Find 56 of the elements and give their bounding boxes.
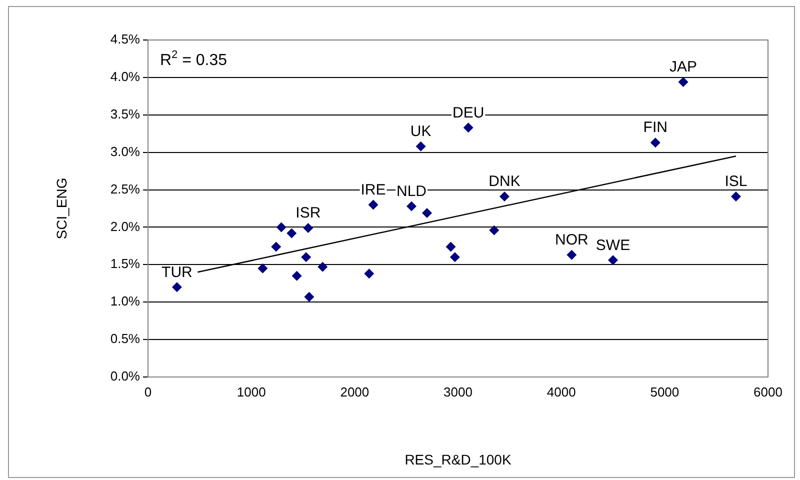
point [303,222,314,233]
y-tick-label: 0.0% [110,368,140,384]
x-tick-label: 2000 [340,384,370,400]
annotation: UK [410,122,432,140]
x-tick-label: 3000 [444,384,472,400]
y-tick-label: 1.0% [110,294,140,309]
annotation: DNK [488,173,520,190]
point [463,122,474,133]
y-tick-label: 4.5% [110,32,140,47]
y-tick-label: 2.0% [110,218,140,234]
annotation: IRE [360,181,386,198]
point [446,242,456,252]
annotation: JAP [670,58,698,76]
y-tick-label: 1.5% [110,256,140,272]
annotation: SWE [596,236,630,254]
point [500,192,510,202]
annotation: NOR [554,232,588,249]
annotation: ISR [296,204,321,222]
point [304,292,314,302]
point [172,282,182,292]
annotation: TUR [162,264,193,281]
annotation: FIN [643,119,668,136]
point [286,228,297,238]
x-tick-label: 6000 [754,384,782,400]
x-tick-label: 4000 [546,384,576,400]
point [489,225,500,236]
y-axis-title: SCI_ENG [53,178,70,240]
point [406,201,416,212]
point [730,192,741,202]
y-tick-label: 3.5% [110,106,140,122]
point [422,208,432,218]
point [276,222,286,232]
point [318,262,328,272]
point [608,255,618,266]
point [450,252,460,262]
point [301,252,312,262]
point [364,268,374,279]
y-tick-label: 2.5% [110,181,140,196]
y-tick-label: 3.0% [110,144,140,159]
x-axis-title: RES_R&D_100K [404,451,512,468]
annotation: NLD [396,182,427,200]
annotation: DEU [452,104,484,122]
y-tick-label: 0.5% [110,331,140,346]
point [368,200,378,210]
y-tick-label: 4.0% [110,69,140,84]
point [566,250,577,260]
x-tick-label: 1000 [236,384,266,400]
point [416,141,426,152]
point [650,138,660,148]
point [258,263,268,274]
x-tick-label: 5000 [650,384,680,400]
point [292,270,302,281]
annotation: ISL [724,173,748,190]
point [678,76,688,87]
x-tick-label: 0 [144,384,152,400]
point [271,242,282,252]
